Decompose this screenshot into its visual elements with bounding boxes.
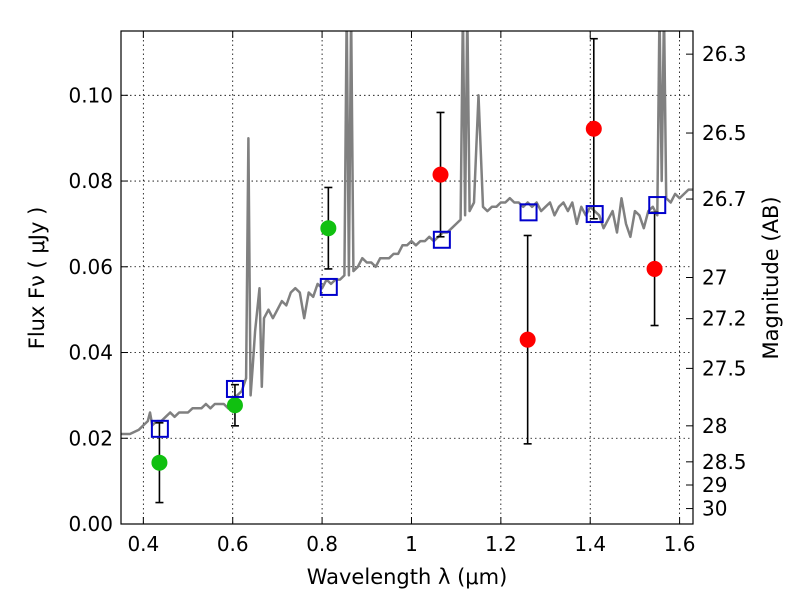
data-point [519,331,536,348]
y2-tick-label: 30 [702,497,727,521]
y-tick-label: 0.02 [68,426,113,450]
x-tick-label: 1.2 [485,532,517,556]
y-tick-label: 0.10 [68,83,113,107]
y2-tick-label: 28 [702,414,727,438]
y2-tick-label: 28.5 [702,450,747,474]
data-point [432,166,449,183]
y-axis-label: Flux Fν ( μJy ) [25,207,49,350]
model-square-point [225,379,244,398]
data-point [320,220,337,237]
x-tick-label: 1.6 [664,532,696,556]
grid-layer [121,31,693,524]
y-tick-label: 0.00 [68,512,113,536]
data-point [585,120,602,137]
y-tick-label: 0.08 [68,169,113,193]
plot-area [121,31,693,504]
data-point [226,397,243,414]
model-square-point [519,203,538,222]
photometry-points [150,37,667,504]
x-tick-label: 0.6 [217,532,249,556]
x-tick-label: 1 [405,532,418,556]
data-point [151,454,168,471]
model-square-point [648,196,667,215]
y-tick-label: 0.06 [68,255,113,279]
data-point [646,260,663,277]
y2-tick-label: 26.3 [702,42,747,66]
y2-tick-label: 27.2 [702,307,747,331]
x-tick-label: 0.8 [306,532,338,556]
y2-tick-label: 27 [702,266,727,290]
model-square-point [150,419,169,438]
model-square-point [319,277,338,296]
y2-axis-label: Magnitude (AB) [759,196,783,359]
model-square-point [432,230,451,249]
y2-tick-label: 29 [702,473,727,497]
x-tick-label: 1.4 [574,532,606,556]
axis-ticks: 0.4 0.6 0.8 1 1.2 1.4 1.6 0.00 0.02 0.04 0.06 0.08 0… [68,31,747,556]
y-tick-label: 0.04 [68,341,113,365]
y2-tick-label: 26.5 [702,121,747,145]
model-spectrum [121,31,693,436]
y2-tick-label: 27.5 [702,356,747,380]
x-tick-label: 0.4 [127,532,159,556]
y2-tick-label: 26.7 [702,187,747,211]
x-axis-label: Wavelength λ (μm) [307,565,508,589]
spectrum-line [121,31,693,436]
model-square-point [585,205,604,224]
plot-frame [120,30,694,525]
